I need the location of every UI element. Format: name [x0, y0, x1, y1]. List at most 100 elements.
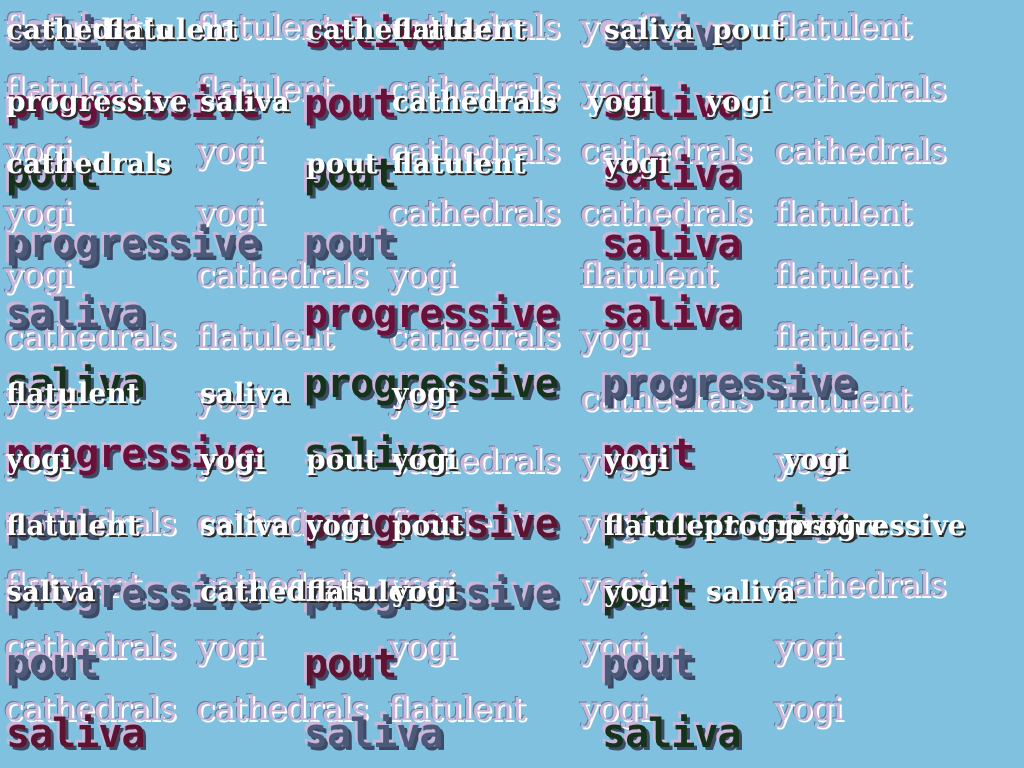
background-word: flatulent — [774, 255, 912, 295]
background-word: flatulent — [774, 379, 912, 419]
background-word: cathedrals — [4, 503, 177, 543]
foreground-word: pout — [304, 151, 397, 197]
background-word: cathedrals — [580, 193, 753, 233]
overlay-word: cathedrals — [6, 13, 172, 46]
overlay-word: saliva — [706, 575, 796, 608]
background-word: cathedrals — [774, 565, 947, 605]
overlay-word: flatulent — [306, 575, 440, 608]
foreground-word: saliva — [6, 361, 145, 407]
background-word: cathedrals — [580, 379, 753, 419]
overlay-word: flatulent — [604, 509, 738, 542]
background-word: yogi — [580, 689, 649, 729]
overlay-word: yogi — [588, 85, 654, 118]
background-word: yogi — [580, 69, 649, 109]
foreground-word: saliva — [304, 11, 443, 57]
overlay-word: cathedrals — [392, 85, 558, 118]
background-word: cathedrals — [196, 565, 369, 605]
background-word: cathedrals — [388, 193, 561, 233]
background-word: yogi — [580, 441, 649, 481]
overlay-word: pout — [392, 509, 464, 542]
overlay-word: pout — [712, 13, 784, 46]
background-word: yogi — [580, 503, 649, 543]
foreground-word: pout — [6, 641, 99, 687]
overlay-word: saliva — [200, 377, 290, 410]
overlay-word: yogi — [6, 443, 72, 476]
background-word: flatulent — [4, 565, 142, 605]
overlay-word: yogi — [784, 443, 850, 476]
background-word: yogi — [4, 441, 73, 481]
foreground-word: pout — [6, 501, 99, 547]
background-word: flatulent — [774, 193, 912, 233]
foreground-word: saliva — [602, 711, 741, 757]
background-word: cathedrals — [388, 7, 561, 47]
background-word: flatulent — [388, 689, 526, 729]
overlay-word: yogi — [706, 85, 772, 118]
foreground-word: saliva — [602, 11, 741, 57]
background-word: yogi — [4, 255, 73, 295]
overlay-word: cathedrals — [200, 575, 366, 608]
background-word: yogi — [774, 627, 843, 667]
background-word: flatulent — [774, 7, 912, 47]
foreground-word: progressive — [304, 361, 559, 407]
foreground-word: saliva — [602, 81, 741, 127]
overlay-word: flatulent — [104, 13, 238, 46]
foreground-word: pout — [304, 221, 397, 267]
overlay-word: yogi — [392, 443, 458, 476]
background-word: cathedrals — [774, 131, 947, 171]
overlay-word: cathedrals — [306, 13, 472, 46]
foreground-word: saliva — [602, 151, 741, 197]
foreground-word: progressive — [304, 291, 559, 337]
background-word: flatulent — [196, 69, 334, 109]
background-word: yogi — [196, 441, 265, 481]
background-word: flatulent — [580, 255, 718, 295]
foreground-word: saliva — [304, 711, 443, 757]
overlay-word: flatulent — [392, 13, 526, 46]
background-word: yogi — [388, 255, 457, 295]
background-word: flatulent — [196, 7, 334, 47]
overlay-word: saliva — [604, 13, 694, 46]
overlay-word: cathedrals — [6, 147, 172, 180]
background-word: cathedrals — [196, 689, 369, 729]
foreground-word: saliva — [6, 11, 145, 57]
background-word: cathedrals — [4, 317, 177, 357]
overlay-word: yogi — [200, 443, 266, 476]
overlay-word: flatulent — [6, 377, 140, 410]
background-word: yogi — [388, 379, 457, 419]
overlay-word: progressive — [784, 509, 966, 542]
overlay-word: flatulent — [6, 509, 140, 542]
foreground-word: progressive — [602, 361, 857, 407]
foreground-word: pout — [304, 641, 397, 687]
foreground-word: saliva — [602, 221, 741, 267]
foreground-word: progressive — [6, 571, 261, 617]
foreground-word: pout — [304, 81, 397, 127]
background-word: flatulent — [4, 7, 142, 47]
background-word: flatulent — [388, 503, 526, 543]
background-word: cathedrals — [580, 131, 753, 171]
background-word: cathedrals — [388, 69, 561, 109]
background-word: cathedrals — [388, 131, 561, 171]
foreground-word: saliva — [602, 291, 741, 337]
background-word: cathedrals — [196, 503, 369, 543]
background-word: flatulent — [196, 317, 334, 357]
overlay-word: flatulent — [392, 147, 526, 180]
background-word: flatulent — [4, 69, 142, 109]
overlay-word: saliva — [200, 85, 290, 118]
overlay-word: yogi — [306, 509, 372, 542]
overlay-word: yogi — [604, 443, 670, 476]
foreground-word: progressive — [6, 431, 261, 477]
foreground-word: pout — [602, 431, 695, 477]
background-word: yogi — [4, 379, 73, 419]
background-word: yogi — [774, 441, 843, 481]
background-word: yogi — [774, 503, 843, 543]
background-word: yogi — [388, 565, 457, 605]
background-word: yogi — [4, 193, 73, 233]
background-word: yogi — [580, 565, 649, 605]
background-word: cathedrals — [774, 69, 947, 109]
background-word: yogi — [196, 379, 265, 419]
overlay-word: pout — [306, 443, 378, 476]
background-word: yogi — [388, 627, 457, 667]
background-word: flatulent — [774, 317, 912, 357]
foreground-word: progressive — [6, 221, 261, 267]
overlay-word: saliva — [6, 575, 96, 608]
